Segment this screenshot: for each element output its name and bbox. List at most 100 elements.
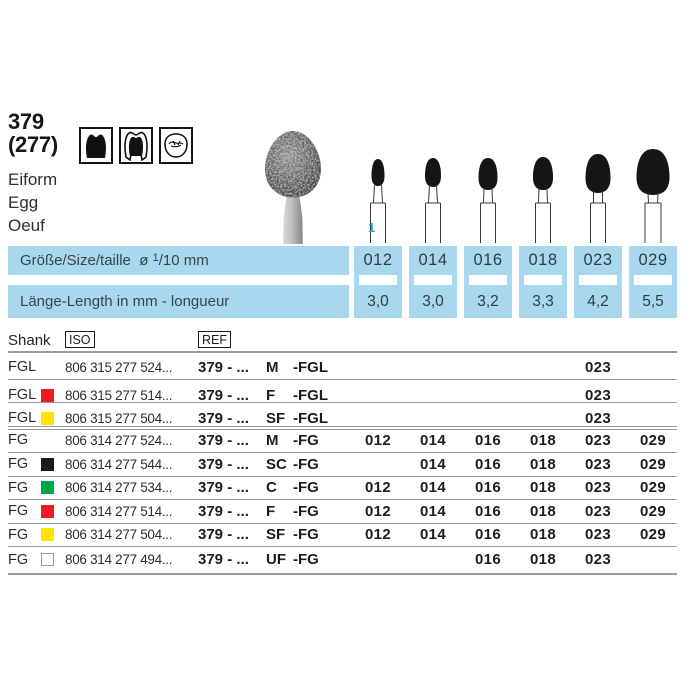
band-divider — [414, 275, 452, 285]
available-size: 014 — [420, 431, 446, 449]
ref-shank-suffix: -FG — [293, 455, 319, 473]
ref-code: 379 - ... SF -FGL — [198, 403, 328, 433]
ref-code: 379 - ... SF -FG — [198, 524, 319, 547]
grit-color-square — [41, 504, 54, 518]
grit-color-square — [41, 528, 54, 542]
ref-code: 379 - ... F -FG — [198, 500, 319, 523]
available-size: 014 — [420, 455, 446, 473]
length-label: Länge-Length in mm - longueur — [20, 293, 230, 310]
ref-grit-code: C — [266, 479, 277, 497]
table-rule — [8, 379, 677, 380]
ref-grit-code: SC — [266, 455, 287, 473]
size-value: 014 — [418, 251, 448, 269]
table-rule — [8, 522, 677, 524]
available-size: 029 — [640, 502, 666, 520]
iso-number: 806 315 277 524... — [65, 359, 173, 375]
band-divider — [8, 275, 349, 285]
spec-table-row: FGL 806 315 277 524... 379 - ... M -FGL 023 — [8, 352, 677, 382]
column-header-shank: Shank — [8, 332, 51, 349]
available-size: 023 — [585, 409, 611, 427]
available-size: 016 — [475, 526, 501, 544]
figure-index-label: 1 — [368, 220, 376, 235]
iso-number: 806 314 277 544... — [65, 456, 173, 472]
length-value: 3,0 — [367, 292, 389, 310]
shank-value: FGL — [8, 387, 37, 403]
shape-name: Oeuf — [8, 216, 45, 235]
table-rule — [8, 499, 677, 500]
grit-color-cell — [41, 547, 54, 573]
available-size: 016 — [475, 479, 501, 497]
table-rule — [8, 351, 677, 353]
available-size: 023 — [585, 386, 611, 404]
length-value: 5,5 — [642, 292, 664, 310]
table-rule — [8, 572, 677, 575]
grit-color-square — [41, 411, 54, 425]
ref-grit-code: F — [266, 386, 276, 404]
grit-color-cell — [41, 403, 54, 433]
iso-number: 806 314 277 504... — [65, 527, 173, 543]
shank-value: FG — [8, 526, 29, 543]
available-size: 012 — [365, 526, 391, 544]
available-size: 029 — [640, 431, 666, 449]
ref-shank-suffix: -FG — [293, 526, 319, 544]
table-rule — [8, 451, 677, 453]
shape-name-list: Eiform Egg Oeuf — [8, 168, 57, 237]
grit-color-square — [41, 553, 54, 567]
table-rule — [8, 546, 677, 547]
band-divider — [579, 275, 617, 285]
prepared-tooth-icon — [119, 127, 153, 164]
grit-color-cell — [41, 380, 54, 410]
size-column-cell: 023 4,2 — [574, 246, 622, 318]
table-rule — [8, 425, 677, 427]
ref-code: 379 - ... M -FGL — [198, 352, 328, 382]
available-size: 023 — [585, 526, 611, 544]
molar-crown-icon — [79, 127, 113, 164]
ref-shank-suffix: -FG — [293, 479, 319, 497]
ref-grit-code: F — [266, 502, 276, 520]
ref-prefix: 379 - ... — [198, 431, 249, 449]
bur-silhouette — [425, 158, 441, 243]
ref-shank-suffix: -FG — [293, 551, 319, 569]
iso-number: 806 315 277 504... — [65, 410, 173, 426]
spec-table-row: FG 806 314 277 504... 379 - ... SF -FG 012 014… — [8, 524, 677, 547]
ref-prefix: 379 - ... — [198, 502, 249, 520]
iso-number: 806 314 277 514... — [65, 503, 173, 519]
available-size: 016 — [475, 551, 501, 569]
iso-number: 806 314 277 494... — [65, 552, 173, 568]
length-value: 3,3 — [532, 292, 554, 310]
ref-grit-code: M — [266, 358, 279, 376]
ref-code: 379 - ... F -FGL — [198, 380, 328, 410]
shank-value: FG — [8, 551, 29, 568]
size-value: 018 — [528, 251, 558, 269]
ref-grit-code: UF — [266, 551, 286, 569]
available-size: 023 — [585, 479, 611, 497]
spec-table-row: FG 806 314 277 544... 379 - ... SC -FG 014 016… — [8, 453, 677, 476]
diameter-label: Größe/Size/taille ø 1/10 mm — [20, 251, 209, 270]
band-divider — [634, 275, 672, 285]
available-size: 012 — [365, 479, 391, 497]
grit-color-square — [41, 481, 54, 495]
ref-grit-code: SF — [266, 526, 286, 544]
spec-table-row: FG 806 314 277 524... 379 - ... M -FG 012 014 0… — [8, 430, 677, 451]
shank-value: FGL — [8, 410, 37, 426]
size-column-cell: 014 3,0 — [409, 246, 457, 318]
band-divider — [469, 275, 507, 285]
size-value: 012 — [363, 251, 393, 269]
available-size: 029 — [640, 455, 666, 473]
available-size: 016 — [475, 431, 501, 449]
table-rule — [8, 475, 677, 477]
spec-table: Shank ISO REF FGL 806 315 277 524... 379 -… — [8, 331, 677, 577]
size-value: 023 — [583, 251, 613, 269]
ref-prefix: 379 - ... — [198, 479, 249, 497]
available-size: 023 — [585, 502, 611, 520]
shank-value: FG — [8, 432, 29, 448]
grit-color-cell — [41, 453, 54, 476]
ref-prefix: 379 - ... — [198, 551, 249, 569]
available-size: 018 — [530, 431, 556, 449]
available-size: 014 — [420, 502, 446, 520]
available-size: 023 — [585, 431, 611, 449]
available-size: 012 — [365, 431, 391, 449]
size-column-cell: 029 5,5 — [629, 246, 677, 318]
available-size: 014 — [420, 479, 446, 497]
bur-photo — [250, 106, 336, 249]
